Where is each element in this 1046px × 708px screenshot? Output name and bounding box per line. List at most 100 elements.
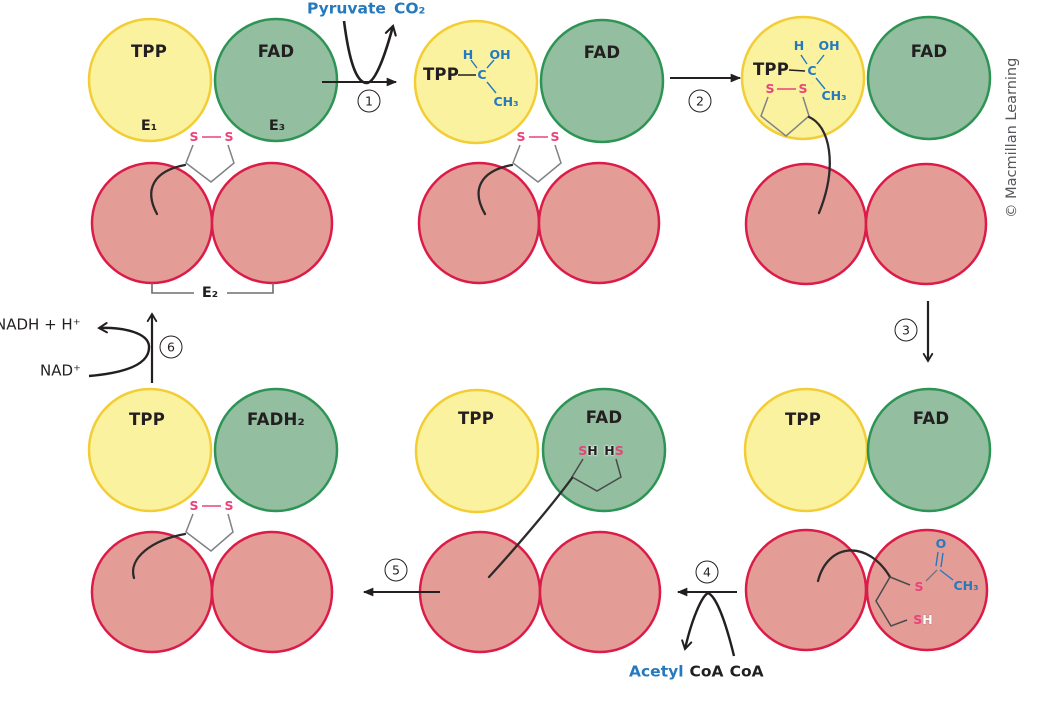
panel3-fad-circle — [866, 15, 992, 141]
panel6-ch3-label: CH₃ — [953, 577, 979, 593]
panel2-c-oh-bond — [486, 59, 495, 69]
panel5-e2-right-circle — [538, 530, 662, 654]
nad-label: NAD⁺ — [40, 361, 81, 380]
panel1-fad-label: FAD — [257, 41, 295, 61]
panel4-tpp-label: TPP — [128, 409, 166, 429]
panel6-e2-left-circle — [744, 528, 868, 652]
panel2-c-h-bond — [470, 59, 478, 69]
step6-badge: 6 — [159, 335, 183, 359]
panel4-tpp-circle — [87, 387, 213, 513]
panel1-e2-right-circle — [210, 161, 334, 285]
panel6-chain-to-s — [889, 576, 911, 586]
panel6-fad-circle — [866, 387, 992, 513]
panel2-tpp-label: TPP — [422, 64, 460, 84]
panel3-c-label: C — [807, 62, 817, 78]
panel2-h-label: H — [462, 46, 474, 62]
panel4-lipoamide-ring — [185, 513, 234, 552]
pyruvate-label: Pyruvate — [307, 0, 386, 18]
panel1-tpp-circle — [87, 17, 213, 143]
e2-core-circles — [90, 161, 989, 654]
panel6-tpp-circle — [743, 387, 869, 513]
panel1-tpp-label: TPP — [130, 41, 168, 61]
panel6-sh-label: SH — [913, 611, 932, 627]
panel4-s-right: S — [224, 497, 234, 513]
panel2-e2-right-circle — [537, 161, 661, 285]
panel3-ch3-label: CH₃ — [821, 87, 847, 103]
panel3-s-right: S — [798, 80, 808, 96]
panel3-tpp-circle — [740, 15, 866, 141]
e3-fad-circles — [213, 15, 992, 513]
nad-nadh-curved-arrow — [88, 322, 151, 378]
panel5-fad-label: FAD — [585, 407, 623, 427]
e2-label: E₂ — [201, 284, 219, 301]
panel6-tpp-label: TPP — [784, 409, 822, 429]
step2-badge: 2 — [688, 89, 712, 113]
panel4-lipoyl-arm — [131, 532, 187, 580]
panel4-s-left: S — [189, 497, 199, 513]
step4-badge: 4 — [695, 560, 719, 584]
panel3-h-label: H — [793, 37, 805, 53]
panel3-lipoyl-arm — [807, 115, 831, 215]
coa-acetylcoa-curved-arrow — [681, 591, 736, 657]
panel3-tpp-label: TPP — [752, 59, 790, 79]
panel3-lipoamide-ring — [760, 96, 810, 137]
panel1-s-right: S — [224, 128, 234, 144]
panel5-sh-label: SH — [578, 442, 598, 458]
e2-bracket — [151, 283, 274, 294]
panel2-tpp-circle — [413, 19, 539, 145]
step5-badge: 5 — [384, 558, 408, 582]
panel6-chain-lower — [875, 576, 908, 627]
panel6-o-label: O — [935, 535, 947, 551]
panel5-sh-s: S — [578, 442, 588, 458]
panel5-tpp-label: TPP — [457, 408, 495, 428]
panel6-s-label: S — [914, 578, 924, 594]
acetyl-label: Acetyl — [629, 662, 684, 681]
panel6-c-ch3-bond — [939, 569, 954, 581]
panel1-e3-label: E₃ — [268, 117, 286, 134]
panel1-e2-left-circle — [90, 161, 214, 285]
panel2-s-left: S — [516, 128, 526, 144]
e1-tpp-circles — [87, 15, 869, 514]
panel6-s-c-bond — [925, 569, 938, 582]
panel3-c-ch3-bond — [815, 77, 826, 90]
panel3-s-left: S — [765, 80, 775, 96]
step3-badge: 3 — [894, 318, 918, 342]
panel3-c-oh-bond — [816, 54, 825, 65]
panel4-fadh2-circle — [213, 387, 339, 513]
panel6-e2-right-circle — [865, 528, 989, 652]
panel3-e2-left-circle — [744, 162, 868, 286]
panel1-s-left: S — [189, 128, 199, 144]
acetyl-coa-labels: Acetyl CoA CoA — [629, 664, 764, 680]
panel5-hs-s: S — [614, 442, 624, 458]
nadh-label: NADH + H⁺ — [0, 315, 81, 334]
panel5-tpp-circle — [414, 388, 540, 514]
panel4-e2-right-circle — [210, 530, 334, 654]
panel2-e2-left-circle — [417, 161, 541, 285]
panel2-fad-label: FAD — [583, 42, 621, 62]
panel1-lipoyl-arm — [150, 163, 187, 216]
panel5-hs-h: H — [604, 442, 615, 458]
panel2-fad-circle — [539, 18, 665, 144]
panel2-lipoyl-arm — [477, 163, 514, 216]
panel2-c-label: C — [477, 66, 487, 82]
panel1-lipoamide-ring — [185, 144, 235, 183]
panel2-lipoamide-ring — [512, 144, 562, 183]
panel1-fad-circle — [213, 17, 339, 143]
e2-bracket-right — [227, 283, 274, 294]
coa-free-label: CoA — [729, 662, 764, 681]
panel3-fad-label: FAD — [910, 41, 948, 61]
panel3-tpp-c-bond — [788, 69, 806, 72]
pyruvate-co2-curved-arrow — [342, 20, 397, 85]
panel2-oh-label: OH — [489, 46, 511, 62]
panel5-lipoyl-arm — [487, 476, 574, 579]
panel3-oh-label: OH — [818, 37, 840, 53]
panel5-sh-h: H — [587, 442, 598, 458]
panel5-fad-circle — [541, 387, 667, 513]
coa-bound-label: CoA — [689, 662, 724, 681]
panel2-c-ch3-bond — [486, 81, 497, 94]
panel2-s-right: S — [550, 128, 560, 144]
step1-badge: 1 — [357, 89, 381, 113]
panel6-sh-s: S — [913, 611, 923, 627]
